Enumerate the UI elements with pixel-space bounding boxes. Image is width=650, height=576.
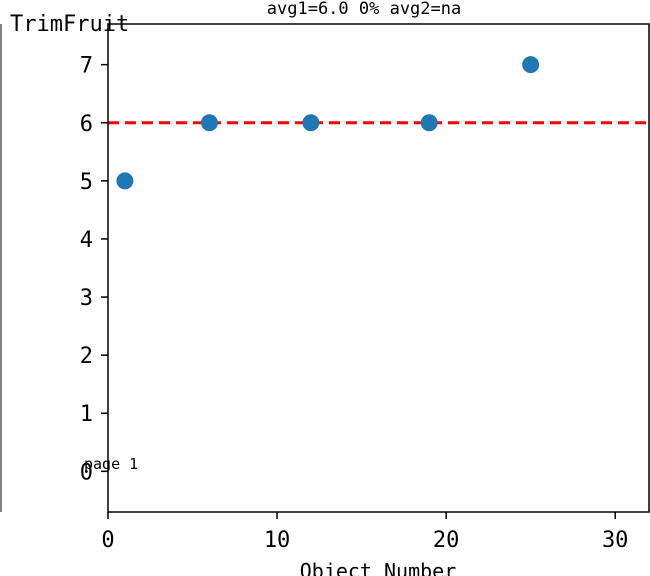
x-tick-label-10: 10 [264, 528, 291, 553]
y-tick-label-3: 3 [80, 286, 93, 311]
y-tick-label-2: 2 [80, 344, 93, 369]
y-tick-label-5: 5 [80, 170, 93, 195]
y-tick-label-7: 7 [80, 54, 93, 79]
plot-frame [107, 23, 650, 513]
page-annotation: page 1 [84, 455, 138, 473]
data-point-2 [200, 114, 218, 132]
chart-title: avg1=6.0 0% avg2=na [267, 0, 461, 19]
y-tick-label-6: 6 [80, 112, 93, 137]
x-tick-label-30: 30 [602, 528, 629, 553]
x-tick-label-0: 0 [101, 528, 114, 553]
data-point-4 [420, 114, 438, 132]
data-point-5 [522, 56, 540, 74]
data-point-1 [116, 172, 134, 190]
x-axis-label: Object Number [300, 559, 457, 576]
y-tick-label-4: 4 [80, 228, 93, 253]
x-tick-label-20: 20 [433, 528, 460, 553]
y-tick-label-0: 0 [80, 460, 93, 485]
data-point-3 [302, 114, 320, 132]
plot-area: 0 1 2 3 4 5 6 7 0 10 20 30 [80, 54, 649, 553]
y-tick-label-1: 1 [80, 402, 93, 427]
